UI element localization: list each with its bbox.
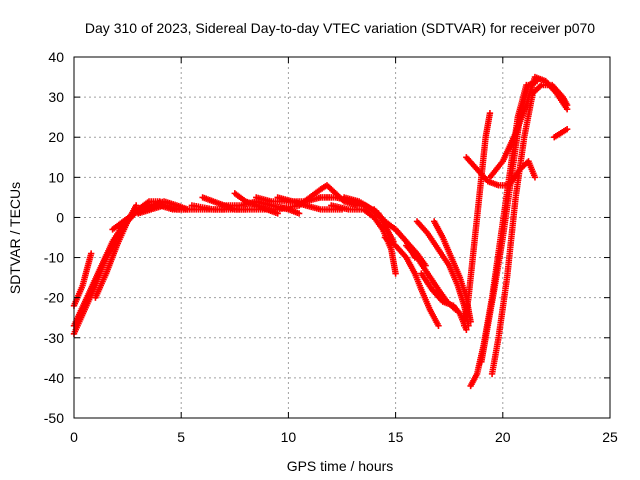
y-tick-label: 40	[48, 49, 64, 65]
x-tick-label: 5	[177, 429, 185, 445]
data-point	[435, 322, 442, 329]
data-point	[132, 202, 140, 209]
x-tick-label: 25	[602, 429, 618, 445]
y-tick-label: 30	[48, 89, 64, 105]
x-tick-label: 20	[495, 429, 511, 445]
plot-frame	[73, 56, 611, 419]
y-tick-label: -40	[44, 370, 64, 386]
x-axis-label: GPS time / hours	[287, 458, 394, 474]
data-point	[467, 318, 474, 325]
data-point	[392, 270, 399, 277]
data-point	[463, 326, 470, 333]
y-tick-label: -10	[44, 250, 64, 266]
data-points	[70, 73, 571, 390]
data-point	[295, 210, 303, 217]
y-tick-label: 0	[56, 209, 64, 225]
x-tick-label: 15	[388, 429, 404, 445]
y-axis-label: SDTVAR / TECUs	[7, 182, 23, 294]
axis-ticks: 0 5 10 15 20 25 -50 -40 -30 -20 -10 0 10 20 30 40	[44, 49, 618, 445]
data-point	[87, 250, 95, 257]
y-tick-label: -20	[44, 290, 64, 306]
data-point	[531, 174, 539, 181]
x-tick-label: 10	[281, 429, 297, 445]
chart-title: Day 310 of 2023, Sidereal Day-to-day VTE…	[85, 20, 595, 36]
y-tick-label: 10	[48, 169, 64, 185]
data-point	[486, 109, 494, 117]
data-point	[563, 126, 571, 133]
data-point	[563, 105, 571, 113]
data-point	[274, 210, 281, 217]
y-tick-label: -50	[44, 410, 64, 426]
y-tick-label: -30	[44, 330, 64, 346]
y-tick-label: 20	[48, 129, 64, 145]
x-tick-label: 0	[70, 429, 78, 445]
